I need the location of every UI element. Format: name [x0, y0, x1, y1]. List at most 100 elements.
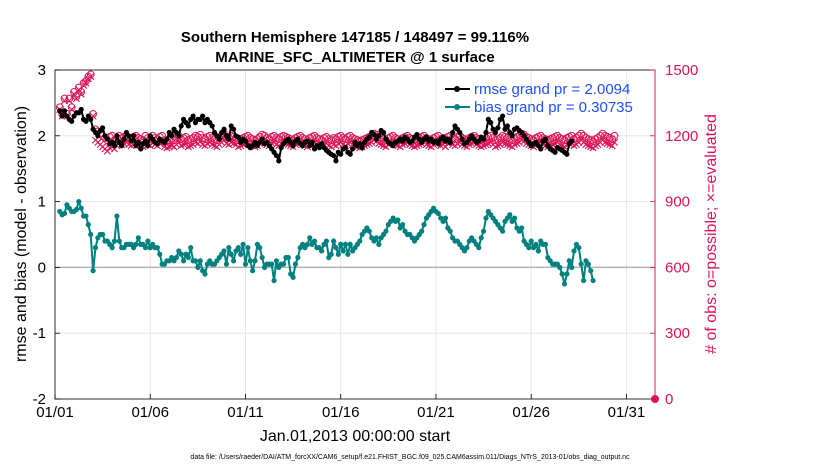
legend-bias-marker: [454, 104, 460, 110]
rmse-point: [538, 146, 544, 152]
bias-point: [247, 258, 253, 264]
rmse-point: [104, 136, 110, 142]
obs-evaluated-point: [410, 143, 419, 151]
bias-point: [311, 238, 318, 244]
bias-point: [304, 241, 310, 247]
bias-point: [564, 271, 570, 277]
rmse-point: [200, 113, 206, 119]
rmse-point: [330, 152, 337, 159]
obs-evaluated-point: [610, 138, 619, 146]
y-right-tick-label: 1500: [665, 62, 698, 79]
rmse-point: [226, 136, 232, 142]
legend: rmse grand pr = 2.0094 bias grand pr = 0…: [445, 81, 633, 116]
bias-point: [114, 213, 120, 219]
x-tick-label: 01/06: [131, 404, 169, 421]
chart-title-line2: MARINE_SFC_ALTIMETER @ 1 surface: [215, 49, 494, 66]
rmse-point: [552, 149, 558, 155]
bias-point: [197, 258, 203, 264]
bias-series: [57, 198, 596, 287]
rmse-point: [338, 151, 344, 157]
rmse-point: [509, 133, 515, 139]
bias-point: [273, 258, 280, 264]
bias-point: [73, 206, 80, 213]
rmse-point: [59, 113, 65, 119]
y-left-tick-label: 1: [38, 194, 46, 211]
bias-point: [580, 277, 587, 284]
obs-possible-point: [60, 94, 69, 103]
obs-evaluated-point: [510, 140, 519, 149]
y-left-tick-label: 2: [38, 128, 46, 145]
x-tick-label: 01/26: [512, 404, 550, 421]
x-tick-label: 01/11: [227, 404, 263, 421]
rmse-point: [114, 133, 120, 139]
obs-evaluated-point: [68, 105, 76, 114]
obs-possible-point: [86, 70, 95, 79]
bias-point: [242, 261, 249, 267]
rmse-point: [500, 113, 506, 119]
rmse-point: [216, 136, 222, 142]
rmse-point: [492, 129, 499, 136]
rmse-point: [154, 141, 160, 147]
bias-point: [185, 254, 191, 261]
bias-point: [373, 235, 380, 241]
obs-possible-point: [65, 94, 74, 103]
rmse-point: [169, 133, 175, 139]
bias-point: [145, 238, 151, 244]
rmse-point: [142, 138, 149, 144]
rmse-point: [278, 145, 284, 151]
bias-point: [578, 261, 584, 267]
bias-point: [533, 241, 539, 247]
rmse-point: [276, 158, 282, 164]
bias-point: [561, 281, 568, 287]
rmse-point: [83, 118, 89, 124]
bias-point: [228, 251, 234, 257]
rmse-point: [309, 139, 315, 145]
bias-point: [116, 238, 122, 244]
y-left-tick-label: 3: [38, 62, 46, 79]
bias-point: [528, 238, 534, 244]
rmse-point: [400, 138, 406, 144]
obs-possible-point: [574, 131, 583, 140]
rmse-point: [488, 120, 494, 126]
y-left-tick-label: -2: [33, 391, 46, 408]
rmse-point: [57, 108, 63, 114]
obs-evaluated-point: [603, 139, 611, 148]
bias-point: [328, 251, 334, 257]
obs-evaluated-point: [175, 138, 183, 146]
rmse-point: [409, 138, 415, 144]
plot-area: [55, 70, 655, 399]
rmse-point: [435, 141, 441, 147]
obs-evaluated-point: [179, 140, 188, 149]
y-left-tick-label: 0: [38, 259, 46, 276]
obs-possible-point: [593, 134, 602, 142]
bias-point: [419, 228, 425, 234]
bias-point: [338, 241, 344, 247]
bias-point: [323, 238, 330, 244]
rmse-point: [273, 152, 280, 159]
obs-possible-point: [610, 131, 619, 140]
obs-possible-point: [572, 134, 581, 142]
footnote: data file: /Users/raeder/DAI/ATM_forcXX/…: [190, 454, 630, 461]
chart-title-line1: Southern Hemisphere 147185 / 148497 = 99…: [181, 29, 529, 46]
rmse-point: [319, 141, 325, 147]
rmse-series: [57, 106, 575, 165]
obs-possible-point: [72, 92, 81, 101]
rmse-point: [119, 143, 125, 149]
x-axis-label: Jan.01,2013 00:00:00 start: [260, 428, 451, 445]
obs-evaluated-point: [503, 140, 511, 149]
bias-point: [285, 254, 291, 261]
bias-point: [557, 264, 563, 270]
bias-point: [202, 271, 208, 277]
bias-point: [357, 238, 363, 244]
y-left-axis-label: rmse and bias (model - observation): [13, 106, 30, 362]
obs-evaluated-point: [499, 138, 507, 146]
rmse-point: [459, 136, 465, 142]
rmse-point: [542, 136, 549, 142]
bias-point: [400, 222, 406, 228]
rmse-point: [138, 146, 144, 152]
rmse-point: [357, 141, 363, 147]
rmse-point: [564, 151, 570, 157]
rmse-point: [95, 133, 101, 139]
bias-point: [195, 264, 201, 270]
